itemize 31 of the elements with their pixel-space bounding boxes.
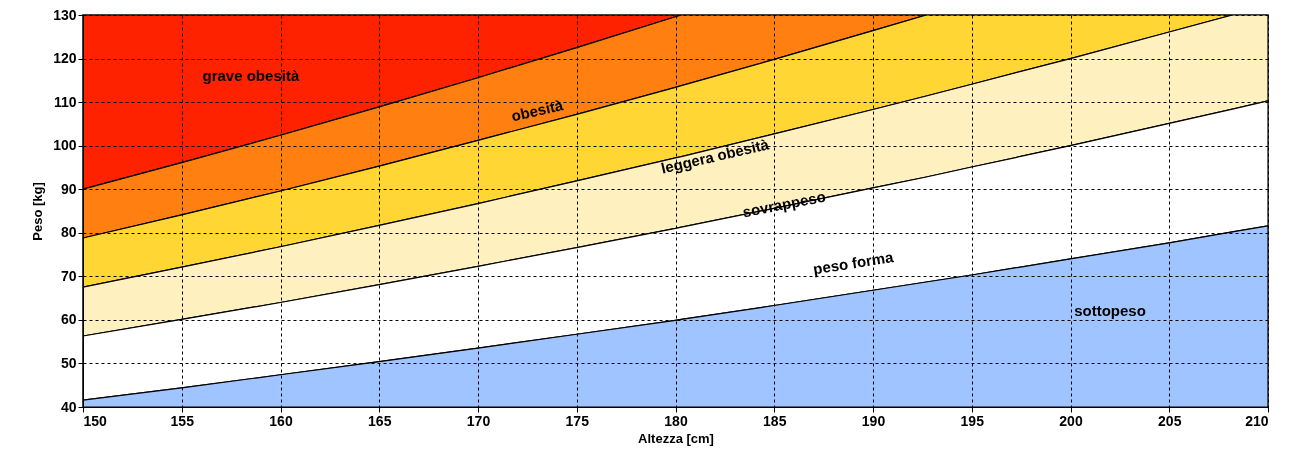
x-tick-label: 155 (170, 412, 195, 429)
x-tick-label: 150 (83, 412, 108, 429)
y-tick-label: 60 (60, 311, 77, 328)
x-tick-label: 175 (565, 412, 590, 429)
y-tick-label: 50 (60, 354, 77, 371)
x-tick-label: 180 (664, 412, 688, 429)
series-label: peso forma (811, 247, 896, 278)
x-axis-title: Altezza [cm] (638, 430, 714, 446)
y-axis-title: Peso [kg] (30, 182, 46, 241)
y-tick-label: 130 (53, 6, 77, 23)
series-label: obesità (509, 96, 566, 125)
x-tick-label: 185 (763, 412, 787, 429)
x-tick-label: 210 (1245, 412, 1269, 429)
y-tick-label: 110 (53, 93, 77, 110)
y-tick-label: 90 (60, 180, 77, 197)
y-tick-label: 70 (60, 267, 77, 284)
y-tick-label: 120 (53, 50, 77, 67)
series-label: sovrappeso (741, 187, 827, 221)
y-tick-label: 100 (53, 137, 77, 154)
x-tick-label: 170 (466, 412, 491, 429)
y-tick-label: 80 (60, 224, 77, 241)
x-tick-label: 190 (861, 412, 886, 429)
x-tick-label: 160 (269, 412, 293, 429)
text: leggera obesità (659, 135, 772, 177)
series-label: sottopeso (1074, 302, 1146, 320)
y-tick-label: 40 (60, 398, 77, 415)
x-tick-label: 195 (960, 412, 985, 429)
x-tick-label: 165 (368, 412, 392, 429)
x-tick-label: 200 (1059, 412, 1083, 429)
series-label: grave obesità (202, 66, 300, 84)
x-tick-label: 205 (1158, 412, 1182, 429)
